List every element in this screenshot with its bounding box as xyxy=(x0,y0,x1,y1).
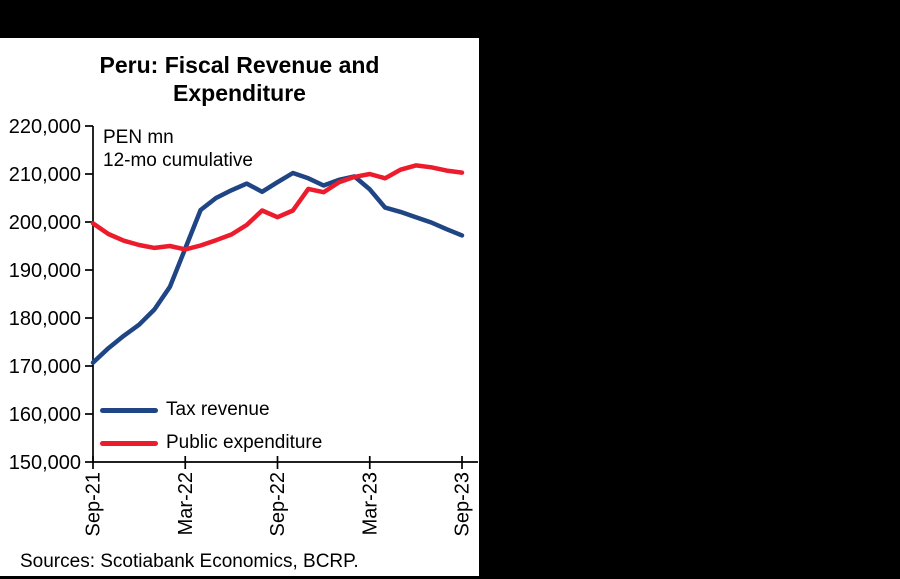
tax-revenue-legend-label: Tax revenue xyxy=(166,399,270,420)
y-tick-label: 160,000 xyxy=(9,404,81,426)
chart-title: Peru: Fiscal Revenue and Expenditure xyxy=(0,51,479,107)
x-tick-label: Sep-21 xyxy=(83,472,105,537)
tax-revenue-line-swatch xyxy=(100,407,158,413)
unit-annotation: PEN mn 12-mo cumulative xyxy=(103,126,253,172)
y-tick-label: 180,000 xyxy=(9,308,81,330)
chart-panel: Peru: Fiscal Revenue and Expenditure 150… xyxy=(0,38,479,576)
y-tick-label: 200,000 xyxy=(9,212,81,234)
legend-item-public-expenditure: Public expenditure xyxy=(100,430,360,456)
unit-note-line2: 12-mo cumulative xyxy=(103,150,253,171)
x-tick-label: Sep-22 xyxy=(267,472,289,537)
x-tick-label: Mar-23 xyxy=(359,472,381,535)
public-expenditure-legend-label: Public expenditure xyxy=(166,432,323,453)
tax-revenue-line xyxy=(90,170,465,365)
y-tick-label: 190,000 xyxy=(9,260,81,282)
legend-item-tax-revenue: Tax revenue xyxy=(100,397,360,423)
public-expenditure-line-swatch xyxy=(100,440,158,446)
sources-note: Sources: Scotiabank Economics, BCRP. xyxy=(20,551,359,572)
plot-area: 150,000 160,000 170,000 180,000 190,000 200,0… xyxy=(9,116,478,537)
y-tick-label: 210,000 xyxy=(9,164,81,186)
legend: Tax revenue Public expenditure xyxy=(100,397,360,463)
unit-note-line1: PEN mn xyxy=(103,127,174,148)
y-tick-label: 170,000 xyxy=(9,356,81,378)
chart-title-text: Peru: Fiscal Revenue and Expenditure xyxy=(99,52,380,106)
x-tick-label: Sep-23 xyxy=(452,472,474,537)
public-expenditure-line xyxy=(90,163,465,252)
x-tick-label: Mar-22 xyxy=(175,472,197,535)
y-tick-label: 220,000 xyxy=(9,116,81,138)
y-tick-label: 150,000 xyxy=(9,452,81,474)
